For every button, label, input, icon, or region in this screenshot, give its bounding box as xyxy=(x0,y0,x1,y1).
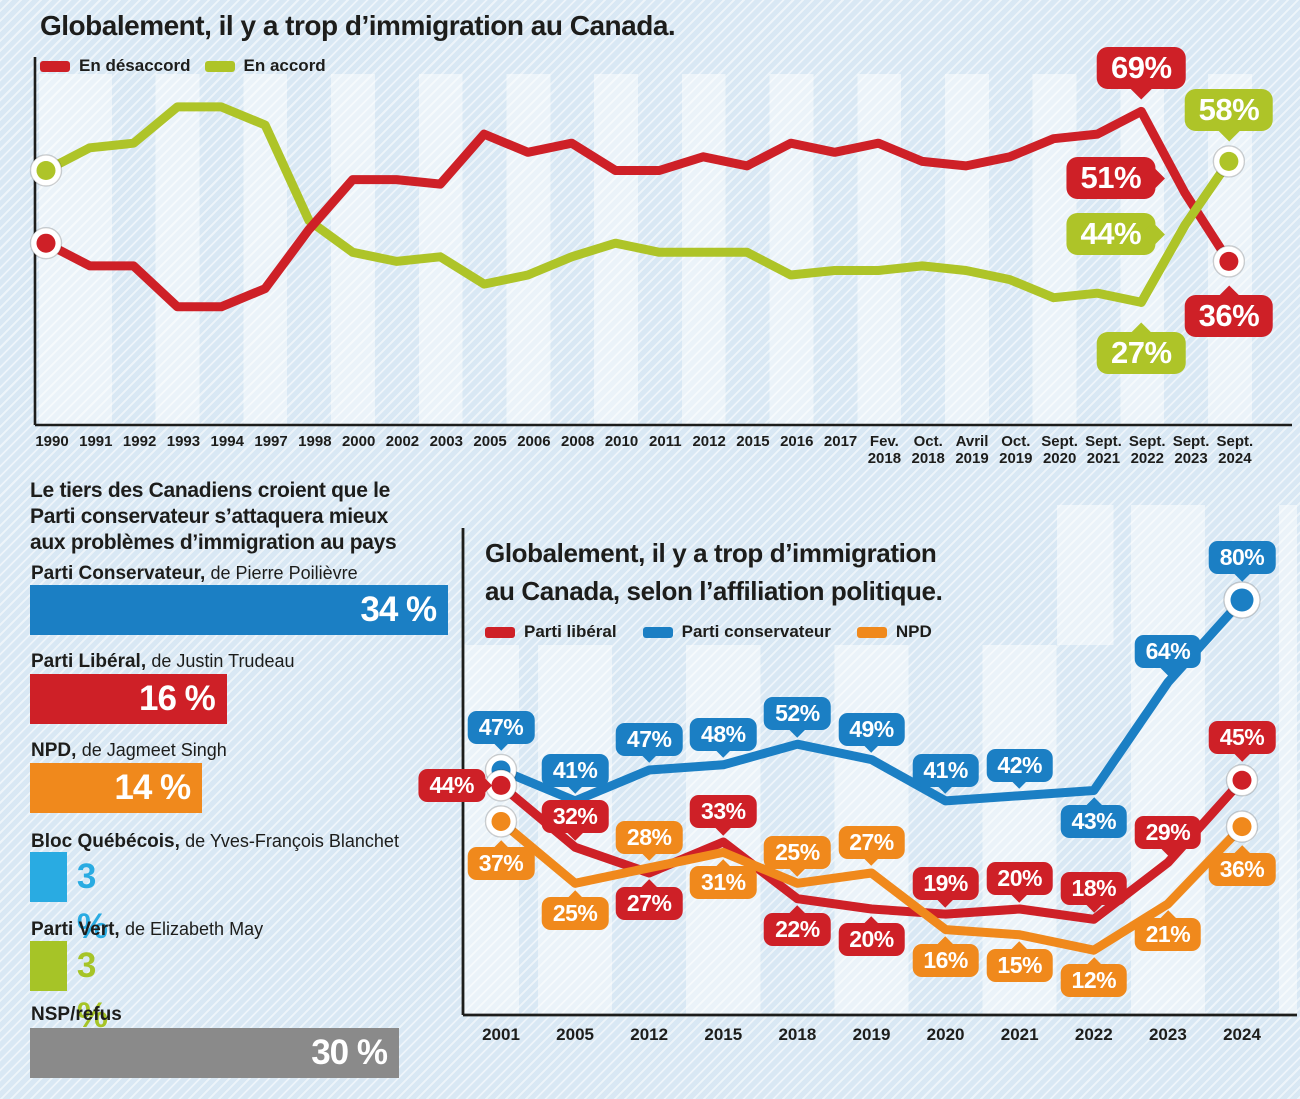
bar-parti-vert: 3 % xyxy=(30,941,108,1035)
legend-swatch-red xyxy=(40,60,70,72)
legend-swatch-blue xyxy=(642,626,673,638)
bottom-title-line: au Canada, selon l’affiliation politique… xyxy=(485,576,943,606)
legend-swatch-orange xyxy=(856,626,887,638)
endpoint-dot xyxy=(491,775,511,795)
bar-label-parti-liberal: Parti Libéral, de Justin Trudeau xyxy=(31,651,295,672)
legend-label: En désaccord xyxy=(79,56,191,75)
bar-parti-liberal: 16 % xyxy=(30,674,227,724)
bottom-chart-title: Globalement, il y a trop d’immigration a… xyxy=(485,534,943,610)
endpoint-dot xyxy=(1219,151,1239,171)
bottom-plot-stripes-upper xyxy=(1057,505,1297,645)
endpoint-dot xyxy=(491,811,511,831)
bar-value: 34 % xyxy=(360,590,437,629)
series-line xyxy=(496,595,1247,806)
endpoint-dot xyxy=(1232,770,1252,790)
legend-swatch-green xyxy=(204,60,235,72)
bar-label-npd: NPD, de Jagmeet Singh xyxy=(31,740,227,761)
bottom-chart-legend: Parti libéral Parti conservateur NPD xyxy=(485,622,932,642)
legend-item-parti-liberal: Parti libéral xyxy=(485,622,617,642)
top-chart-title: Globalement, il y a trop d’immigration a… xyxy=(40,10,676,41)
bar-label-parti-conservateur: Parti Conservateur, de Pierre Poilièvre xyxy=(31,563,358,584)
bar-value: 16 % xyxy=(139,679,216,718)
legend-label: Parti conservateur xyxy=(681,622,831,641)
top-line-chart xyxy=(29,57,1292,427)
party-bar-chart: Le tiers des Canadiens croient que le Pa… xyxy=(30,478,460,1099)
legend-item-en-desaccord: En désaccord xyxy=(40,56,191,76)
legend-label: NPD xyxy=(895,622,932,641)
endpoint-dot xyxy=(36,233,56,253)
series-line xyxy=(1136,156,1234,307)
bar-label-parti-vert: Parti Vert, de Elizabeth May xyxy=(31,919,264,940)
endpoint-dot xyxy=(36,160,56,180)
bar-nsp-refus: 30 % xyxy=(30,1028,399,1078)
bar-parti-conservateur: 34 % xyxy=(30,585,449,635)
legend-item-npd: NPD xyxy=(856,622,932,642)
legend-label: Parti libéral xyxy=(524,622,617,641)
bar-chart-title: Le tiers des Canadiens croient que le Pa… xyxy=(30,478,460,556)
bottom-title-line: Globalement, il y a trop d’immigration xyxy=(485,538,937,568)
bar-title-line: Parti conservateur s’attaquera mieux xyxy=(30,505,389,528)
legend-item-en-accord: En accord xyxy=(204,56,326,76)
endpoint-dot xyxy=(1230,588,1254,612)
bar-value: 30 % xyxy=(311,1033,388,1072)
endpoint-dot xyxy=(1232,817,1252,837)
top-chart-legend: En désaccord En accord xyxy=(40,56,326,76)
legend-label: En accord xyxy=(243,56,326,75)
legend-item-parti-conservateur: Parti conservateur xyxy=(642,622,831,642)
bar-bloc-quebecois: 3 % xyxy=(30,852,108,946)
bar-value: 3 % xyxy=(76,946,108,1035)
series-line xyxy=(496,817,1247,955)
bar-title-line: Le tiers des Canadiens croient que le xyxy=(30,479,391,502)
bar-title-line: aux problèmes d’immigration au pays xyxy=(30,531,397,554)
bar-label-nsp-refus: NSP/refus xyxy=(31,1004,122,1025)
bar-value: 14 % xyxy=(114,768,191,807)
endpoint-dot xyxy=(1219,251,1239,271)
bar-label-bloc-quebecois: Bloc Québécois, de Yves-François Blanche… xyxy=(31,831,399,852)
series-line xyxy=(41,106,1234,312)
legend-swatch-red xyxy=(485,626,515,638)
bar-value: 3 % xyxy=(76,857,108,946)
bar-npd: 14 % xyxy=(30,763,203,813)
series-line xyxy=(41,102,1234,307)
series-line xyxy=(496,775,1247,924)
